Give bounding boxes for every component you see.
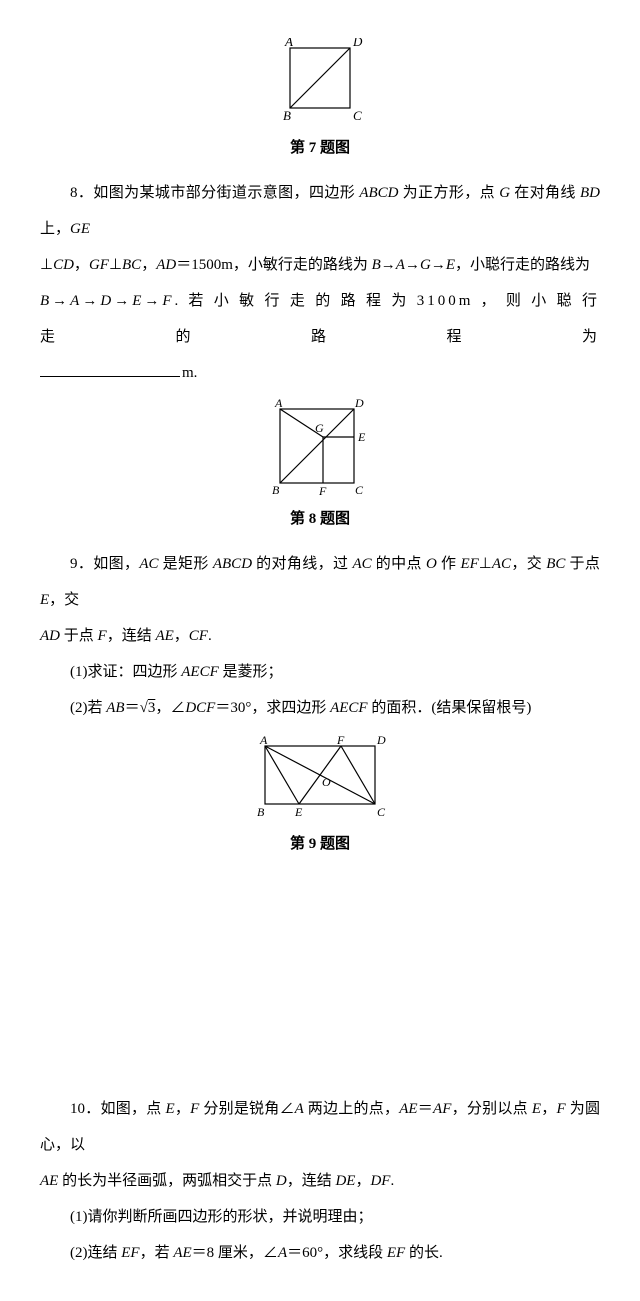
- q9-stem2: AD 于点 F，连结 AE，CF.: [40, 618, 600, 654]
- svg-text:B: B: [257, 805, 265, 819]
- svg-text:E: E: [294, 805, 303, 819]
- svg-text:O: O: [322, 775, 331, 789]
- svg-text:B: B: [272, 483, 280, 497]
- q10-stem2: AE 的长为半径画弧，两弧相交于点 D，连结 DE，DF.: [40, 1163, 600, 1199]
- svg-text:G: G: [315, 421, 324, 435]
- q8-blank-line: m.: [40, 355, 600, 391]
- q9-part1: (1)求证：四边形 AECF 是菱形；: [40, 654, 600, 690]
- q10-part1: (1)请你判断所画四边形的形状，并说明理由；: [40, 1199, 600, 1235]
- answer-blank[interactable]: [40, 361, 180, 377]
- page-gap: [40, 871, 600, 1091]
- q9-stem1: 9．如图，AC 是矩形 ABCD 的对角线，过 AC 的中点 O 作 EF⊥AC…: [40, 546, 600, 618]
- figure-9: A D B C E F O: [40, 734, 600, 828]
- q10-stem1: 10．如图，点 E，F 分别是锐角∠A 两边上的点，AE＝AF，分别以点 E，F…: [40, 1091, 600, 1163]
- svg-text:F: F: [336, 734, 345, 747]
- svg-text:A: A: [274, 399, 283, 410]
- q10-part2: (2)连结 EF，若 AE＝8 厘米，∠A＝60°，求线段 EF 的长.: [40, 1235, 600, 1271]
- figure-8: A D B C G E F: [40, 399, 600, 503]
- q8-line3: B→A→D→E→F. 若 小 敏 行 走 的 路 程 为 3100m ， 则 小…: [40, 283, 600, 355]
- svg-text:F: F: [318, 484, 327, 498]
- figure-7: A D B C: [40, 38, 600, 132]
- svg-text:A: A: [284, 38, 293, 49]
- figure-9-svg: A D B C E F O: [250, 734, 390, 824]
- svg-text:D: D: [352, 38, 363, 49]
- svg-text:E: E: [357, 430, 366, 444]
- q8-line2: ⊥CD，GF⊥BC，AD＝1500m，小敏行走的路线为 B→A→G→E，小聪行走…: [40, 247, 600, 283]
- figure-8-svg: A D B C G E F: [265, 399, 375, 499]
- figure-7-caption: 第 7 题图: [40, 138, 600, 159]
- svg-text:D: D: [354, 399, 364, 410]
- q9-part2: (2)若 AB＝√3，∠DCF＝30°，求四边形 AECF 的面积．(结果保留根…: [40, 690, 600, 726]
- svg-text:C: C: [355, 483, 364, 497]
- figure-8-caption: 第 8 题图: [40, 509, 600, 530]
- svg-text:D: D: [376, 734, 386, 747]
- svg-text:C: C: [377, 805, 386, 819]
- figure-9-caption: 第 9 题图: [40, 834, 600, 855]
- svg-text:C: C: [353, 108, 362, 123]
- svg-text:B: B: [283, 108, 291, 123]
- q8-line1: 8．如图为某城市部分街道示意图，四边形 ABCD 为正方形，点 G 在对角线 B…: [40, 175, 600, 247]
- figure-7-svg: A D B C: [275, 38, 365, 128]
- q8-unit: m.: [182, 365, 197, 381]
- svg-text:A: A: [259, 734, 268, 747]
